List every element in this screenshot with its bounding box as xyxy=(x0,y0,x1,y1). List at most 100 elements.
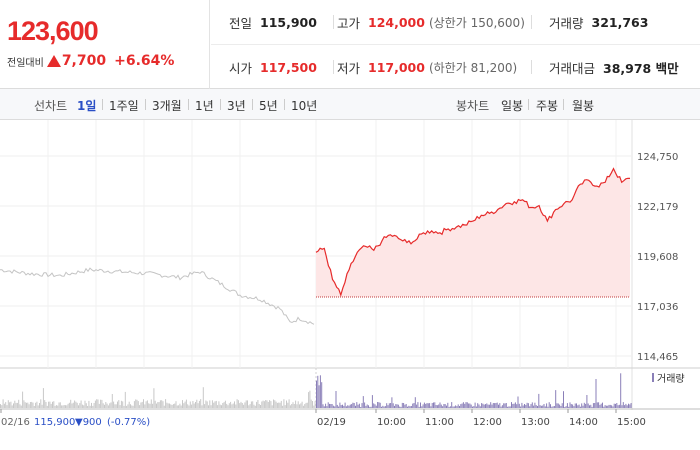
volume-bar-prev xyxy=(81,404,83,408)
volume-bar-prev xyxy=(283,399,285,408)
candle-monthly[interactable]: 월봉 xyxy=(572,99,595,113)
upper-limit: (상한가 150,600) xyxy=(428,15,525,30)
volume-bar-prev xyxy=(175,401,177,408)
volume-bar-today xyxy=(323,406,325,408)
row-divider xyxy=(211,44,700,45)
trade-value-label: 거래대금 xyxy=(549,60,596,76)
period-3m[interactable]: 3개월 xyxy=(152,99,182,113)
candle-chart-label: 봉차트 xyxy=(456,99,490,113)
volume-bar-today xyxy=(392,403,394,408)
volume-bar-prev xyxy=(265,400,267,408)
x-tick-label: 14:00 xyxy=(569,417,598,428)
volume-bar-today xyxy=(397,404,399,408)
volume-bar-today xyxy=(479,406,481,408)
volume-bar-prev xyxy=(124,391,126,408)
lower-limit: (하한가 81,200) xyxy=(428,60,518,75)
volume-bar-today xyxy=(335,391,337,408)
volume-bar-prev xyxy=(300,403,302,408)
volume-bar-today xyxy=(420,402,421,408)
volume-bar-today xyxy=(609,404,611,408)
volume-bar-prev xyxy=(309,390,311,408)
volume-bar-prev xyxy=(119,405,121,408)
volume-bar-today xyxy=(564,407,566,408)
volume-bar-prev xyxy=(157,402,159,408)
candle-weekly[interactable]: 주봉 xyxy=(536,99,559,113)
volume-bar-prev xyxy=(161,400,163,408)
volume-bar-prev xyxy=(98,403,100,408)
volume-bar-prev xyxy=(167,403,169,408)
volume-bar-prev xyxy=(236,399,238,408)
volume-bar-prev xyxy=(135,399,137,408)
volume-bar-today xyxy=(431,403,433,408)
volume-bar-prev xyxy=(67,403,69,408)
volume-bar-today xyxy=(629,404,631,408)
volume-bar-today xyxy=(511,402,512,408)
volume-bar-prev xyxy=(197,403,199,408)
volume-bar-prev xyxy=(20,405,22,408)
volume-bar-today xyxy=(517,396,519,408)
volume-bar-prev xyxy=(211,400,213,408)
period-1w[interactable]: 1주일 xyxy=(109,99,139,113)
volume-bar-today xyxy=(550,404,551,408)
volume-bar-today xyxy=(592,403,594,408)
volume-bar-today xyxy=(538,393,540,408)
volume-bar-prev xyxy=(139,405,141,408)
volume-bar-today xyxy=(514,402,516,408)
volume-bar-today xyxy=(390,403,392,408)
volume-bar-prev xyxy=(201,405,203,408)
volume-bar-today xyxy=(589,405,590,408)
open-cell: 시가 117,500 xyxy=(229,45,317,89)
change-row: 전일대비 7,700 +6.64% xyxy=(7,53,174,69)
volume-bar-prev xyxy=(22,391,24,408)
volume-bar-today xyxy=(507,406,509,408)
volume-bar-today xyxy=(587,403,589,408)
volume-bar-today xyxy=(433,402,434,408)
volume-bar-prev xyxy=(214,401,216,408)
period-1y[interactable]: 1년 xyxy=(195,99,214,113)
volume-bar-today xyxy=(492,403,494,408)
volume-bar-prev xyxy=(150,399,152,408)
volume-bar-today xyxy=(553,406,555,408)
divider xyxy=(531,60,532,74)
volume-bar-prev xyxy=(275,401,277,408)
period-1d[interactable]: 1일 xyxy=(77,99,97,113)
volume-bar-prev xyxy=(209,400,211,408)
candle-daily[interactable]: 일봉 xyxy=(501,99,524,113)
volume-bar-prev xyxy=(65,405,66,408)
volume-bar-today xyxy=(604,405,606,408)
volume-bar-prev xyxy=(63,405,65,408)
period-3y[interactable]: 3년 xyxy=(227,99,246,113)
volume-bar-today xyxy=(602,402,603,408)
volume-bar-prev xyxy=(6,405,8,408)
volume-bar-prev xyxy=(57,405,59,408)
volume-bar-prev xyxy=(104,404,105,408)
volume-bar-prev xyxy=(172,404,174,408)
volume-bar-prev xyxy=(230,401,232,408)
x-axis: 02/19 10:00 11:00 12:00 13:00 14:00 15:00 xyxy=(0,409,646,428)
volume-bar-prev xyxy=(156,403,157,408)
volume-bar-prev xyxy=(163,405,165,408)
volume-bar-today xyxy=(326,406,328,408)
volume-bar-today xyxy=(409,406,411,408)
volume-bar-today xyxy=(475,406,477,408)
volume-bar-today xyxy=(422,404,424,408)
volume-bar-today xyxy=(344,402,346,408)
volume-bar-today xyxy=(482,403,484,408)
volume-bar-prev xyxy=(40,399,42,408)
volume-bar-today xyxy=(404,404,406,408)
volume-bar-today xyxy=(574,403,576,408)
volume-bar-today xyxy=(327,402,329,408)
volume-bar-today xyxy=(539,405,541,408)
period-10y[interactable]: 10년 xyxy=(291,99,318,113)
volume-bar-prev xyxy=(188,405,190,408)
volume-bar-prev xyxy=(97,399,99,408)
volume-bar-prev xyxy=(262,400,264,408)
volume-bar-today xyxy=(374,404,376,408)
volume-bar-prev xyxy=(180,405,182,408)
open-value: 117,500 xyxy=(260,59,317,75)
period-5y[interactable]: 5년 xyxy=(259,99,278,113)
x-tick-label: 13:00 xyxy=(521,417,550,428)
volume-bar-prev xyxy=(107,405,109,408)
volume-bar-prev xyxy=(145,401,147,408)
volume-bar-prev xyxy=(140,402,142,408)
